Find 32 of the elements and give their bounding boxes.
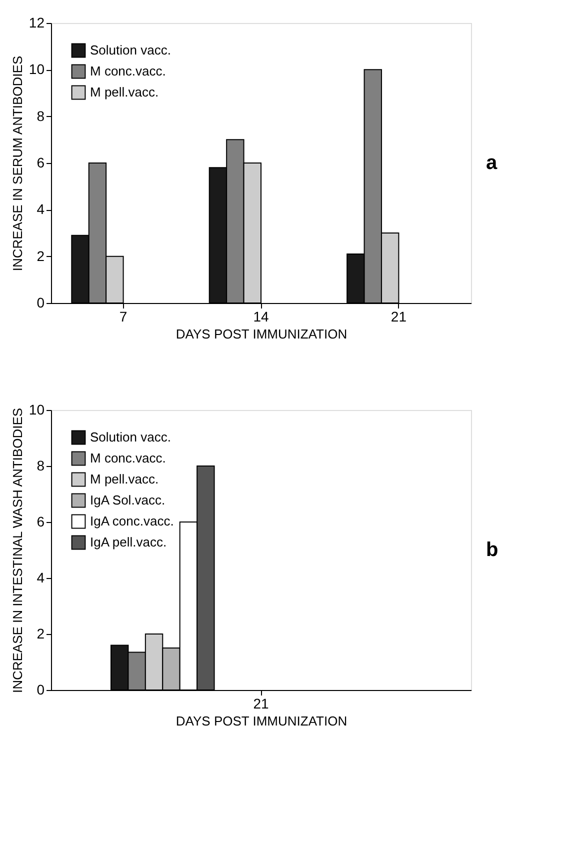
y-tick-label: 4 [36, 570, 45, 586]
y-axis-title: INCREASE IN SERUM ANTIBODIES [10, 56, 25, 272]
legend-label: M pell.vacc. [90, 84, 159, 100]
x-tick-label: 14 [253, 308, 269, 324]
legend-label: M conc.vacc. [90, 64, 166, 78]
legend-label: M pell.vacc. [90, 472, 159, 486]
y-tick-label: 2 [36, 248, 45, 264]
y-tick-label: 6 [36, 514, 45, 530]
legend-label: IgA conc.vacc. [90, 514, 174, 528]
y-tick-label: 12 [28, 14, 45, 30]
y-tick-label: 8 [36, 108, 45, 124]
x-tick-label: 7 [119, 308, 128, 324]
text: b [486, 539, 498, 561]
legend-label: IgA Sol.vacc. [90, 492, 166, 508]
legend-label: IgA pell.vacc. [90, 534, 167, 550]
legend-label: M conc.vacc. [90, 450, 166, 466]
text: a [486, 152, 498, 174]
y-tick-label: 4 [36, 201, 45, 218]
y-tick-label: 6 [36, 154, 45, 170]
y-axis-title: INCREASE IN INTESTINAL WASH ANTIBODIES [10, 408, 25, 694]
y-tick-label: 2 [36, 626, 45, 642]
legend-label: Solution vacc. [90, 42, 171, 58]
x-axis-title: DAYS POST IMMUNIZATION [176, 326, 348, 342]
y-tick-label: 10 [28, 61, 45, 78]
x-tick-label: 21 [253, 696, 269, 712]
x-axis-title: DAYS POST IMMUNIZATION [176, 714, 348, 728]
y-tick-label: 0 [36, 682, 45, 698]
x-tick-label: 21 [390, 308, 407, 324]
y-tick-label: 10 [28, 402, 45, 418]
legend-label: Solution vacc. [90, 430, 171, 444]
y-tick-label: 8 [36, 458, 45, 474]
y-tick-label: 0 [36, 294, 45, 310]
